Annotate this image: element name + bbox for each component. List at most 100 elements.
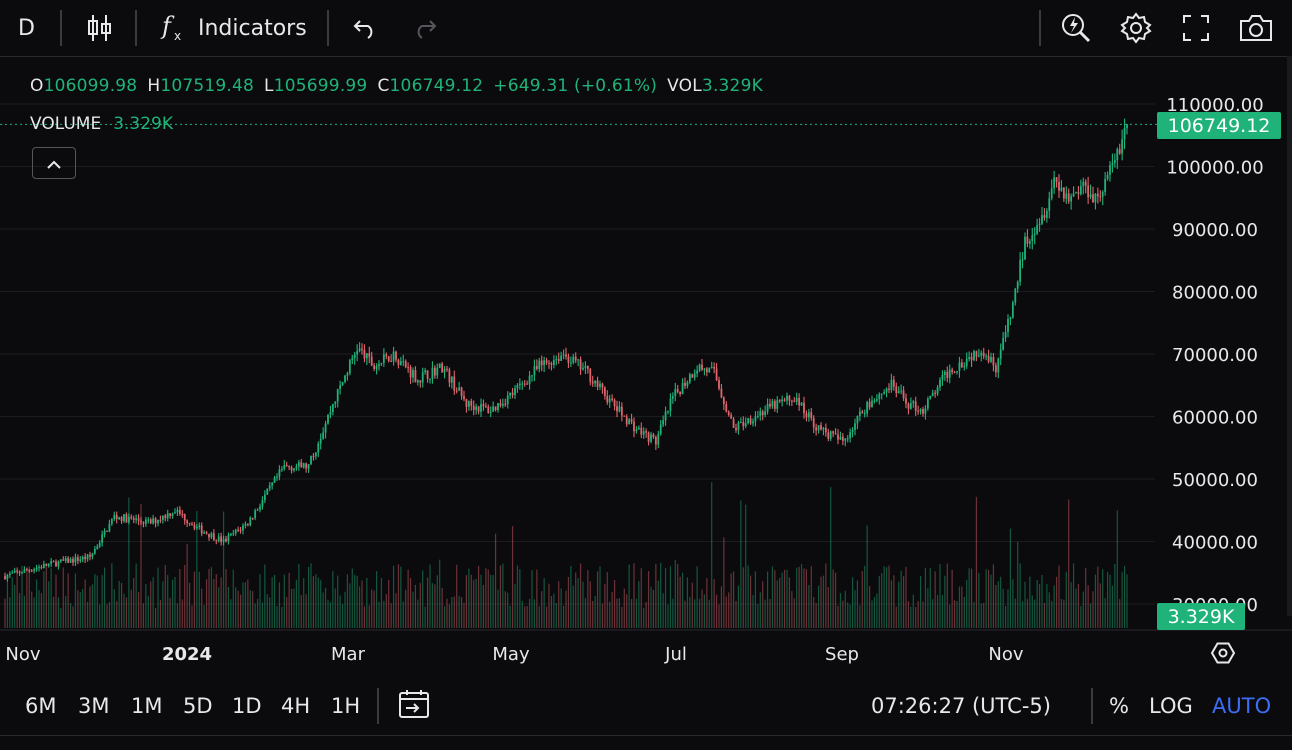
candle-body (863, 413, 866, 415)
fullscreen-button[interactable] (1182, 0, 1210, 56)
candle-body (348, 360, 351, 374)
candle-body (183, 514, 186, 521)
candle-body (523, 383, 526, 385)
zoom-lightning-button[interactable] (1060, 0, 1092, 56)
candle-body (300, 462, 303, 468)
candle-body (1099, 196, 1102, 198)
range-4h-button[interactable]: 4H (281, 680, 310, 732)
candle-body (324, 423, 327, 433)
candle-body (144, 519, 147, 524)
candle-body (771, 401, 774, 407)
undo-button[interactable] (352, 0, 378, 56)
candle-body (849, 432, 852, 439)
candle-body (1113, 160, 1116, 163)
candle-body (256, 509, 259, 511)
candle-body (766, 403, 769, 412)
candle-body (586, 365, 589, 369)
range-1h-button[interactable]: 1H (331, 680, 360, 732)
candle-body (331, 403, 334, 413)
candle-body (538, 360, 541, 369)
candle-body (140, 520, 142, 523)
candle-body (521, 383, 524, 385)
candle-body (535, 366, 538, 369)
log-label: LOG (1149, 694, 1193, 718)
candle-body (356, 351, 359, 355)
candle-body (339, 385, 342, 389)
price-chart[interactable]: 110000.00 100000.00 90000.00 80000.00 70000.… (0, 56, 1292, 736)
candle-body (963, 366, 966, 368)
candle-body (336, 388, 339, 402)
auto-toggle[interactable]: AUTO (1212, 680, 1271, 732)
candle-body (871, 400, 873, 408)
candle-body (924, 408, 927, 414)
candle-body (446, 368, 448, 370)
candle-body (608, 398, 611, 403)
candle-body (555, 358, 558, 360)
range-1d-button[interactable]: 1D (232, 680, 262, 732)
candle-body (232, 533, 235, 535)
percent-toggle[interactable]: % (1109, 680, 1129, 732)
collapse-legend-button[interactable] (32, 147, 76, 179)
candle-body (640, 427, 643, 435)
candle-body (905, 398, 907, 404)
interval-selector[interactable]: D (18, 0, 35, 56)
candle-body (934, 392, 937, 394)
candle-body (858, 411, 861, 417)
candle-body (778, 400, 781, 402)
chart-type-button[interactable] (86, 0, 114, 56)
candle-body (38, 567, 40, 569)
candle-body (795, 397, 798, 402)
candle-body (319, 438, 322, 444)
candle-body (205, 532, 208, 534)
candle-body (550, 363, 553, 365)
redo-button[interactable] (412, 0, 438, 56)
candle-body (594, 380, 597, 384)
candle-body (484, 406, 487, 408)
candle-body (878, 394, 881, 400)
range-label: 5D (183, 694, 213, 718)
candle-body (844, 438, 847, 441)
range-3m-button[interactable]: 3M (78, 680, 109, 732)
candle-body (749, 418, 752, 424)
candle-body (582, 367, 584, 370)
range-5d-button[interactable]: 5D (183, 680, 213, 732)
candle-body (681, 382, 684, 394)
candle-body (69, 559, 72, 563)
candle-body (414, 370, 417, 383)
settings-button[interactable] (1120, 0, 1152, 56)
candle-body (84, 556, 87, 560)
screenshot-button[interactable] (1239, 0, 1273, 56)
candle-body (518, 383, 521, 386)
candle-body (210, 533, 213, 538)
candle-body (565, 354, 567, 357)
candle-body (589, 368, 592, 382)
candle-body (370, 356, 373, 366)
clock-timezone[interactable]: 07:26:27 (UTC-5) (871, 680, 1051, 732)
candle-body (152, 518, 155, 524)
log-toggle[interactable]: LOG (1149, 680, 1193, 732)
candle-body (382, 354, 385, 363)
range-6m-button[interactable]: 6M (25, 680, 56, 732)
candle-body (805, 413, 808, 418)
candle-body (1092, 194, 1094, 203)
candle-body (744, 423, 747, 427)
candle-body (769, 403, 771, 407)
candle-body (922, 409, 924, 414)
candle-body (540, 360, 543, 366)
goto-date-button[interactable] (398, 680, 430, 732)
y-tick-label: 110000.00 (1166, 95, 1263, 116)
candle-body (215, 540, 218, 542)
camera-icon (1239, 14, 1273, 42)
low-value: 105699.99 (273, 76, 368, 96)
candle-body (346, 373, 349, 376)
candle-body (329, 412, 332, 415)
range-1m-button[interactable]: 1M (131, 680, 162, 732)
auto-label: AUTO (1212, 694, 1272, 718)
candle-body (990, 357, 992, 362)
candle-body (169, 513, 172, 516)
candle-body (166, 513, 169, 519)
candle-body (669, 398, 672, 412)
range-label: 1D (232, 694, 262, 718)
candle-body (803, 402, 805, 414)
